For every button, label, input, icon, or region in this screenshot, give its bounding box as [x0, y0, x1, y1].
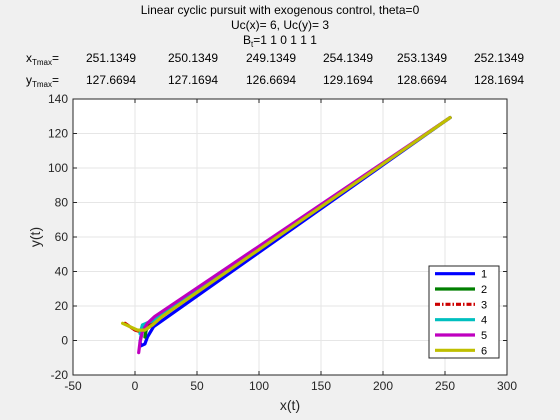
xtmax-label: xTmax= — [26, 51, 60, 67]
xtmax-value: 251.1349 — [86, 51, 137, 65]
x-tick-label: 150 — [311, 379, 331, 393]
y-tick-label: -20 — [51, 368, 69, 382]
x-axis-label: x(t) — [280, 397, 300, 413]
series-6-line — [120, 115, 452, 332]
x-tick-label: 100 — [249, 379, 269, 393]
series-5-line — [137, 115, 452, 355]
y-tick-label: 100 — [48, 161, 68, 175]
ytmax-value: 129.1694 — [323, 73, 374, 87]
y-axis-label: y(t) — [27, 227, 43, 247]
chart-title: Linear cyclic pursuit with exogenous con… — [140, 3, 420, 17]
control-subtitle: Uc(x)= 6, Uc(y)= 3 — [230, 18, 329, 32]
xtmax-value: 253.1349 — [397, 51, 448, 65]
y-tick-label: 120 — [48, 127, 68, 141]
ytmax-value: 127.1694 — [168, 73, 219, 87]
x-tick-label: 200 — [373, 379, 393, 393]
xtmax-value: 252.1349 — [474, 51, 525, 65]
legend-label: 6 — [481, 345, 487, 357]
ytmax-value: 126.6694 — [246, 73, 297, 87]
x-tick-label: -50 — [64, 379, 82, 393]
title-block: Linear cyclic pursuit with exogenous con… — [0, 3, 560, 52]
y-tick-label: 40 — [55, 265, 69, 279]
xtmax-value: 250.1349 — [168, 51, 219, 65]
legend-label: 3 — [481, 299, 487, 311]
y-tick-label: 80 — [55, 196, 69, 210]
legend-label: 4 — [481, 315, 487, 327]
legend-box — [428, 265, 500, 359]
legend-label: 5 — [481, 330, 487, 342]
y-tick-label: 60 — [55, 230, 69, 244]
xtmax-value: 254.1349 — [323, 51, 374, 65]
legend-label: 2 — [481, 284, 487, 296]
y-tick-label: 0 — [61, 334, 68, 348]
ytmax-label: yTmax= — [26, 73, 60, 89]
x-tick-label: 250 — [435, 379, 455, 393]
legend-label: 1 — [481, 269, 487, 281]
ytmax-value: 127.6694 — [86, 73, 137, 87]
y-tick-label: 140 — [48, 92, 68, 106]
xtmax-value: 249.1349 — [246, 51, 297, 65]
xtmax-row: xTmax= 251.1349 250.1349 249.1349 254.13… — [0, 51, 560, 67]
x-tick-label: 0 — [132, 379, 139, 393]
x-tick-label: 300 — [497, 379, 517, 393]
ytmax-value: 128.1694 — [474, 73, 525, 87]
ytmax-value: 128.6694 — [397, 73, 448, 87]
y-tick-label: 20 — [55, 299, 69, 313]
bt-subtitle: Bt=1 1 0 1 1 1 — [243, 33, 317, 49]
ytmax-row: yTmax= 127.6694 127.1694 126.6694 129.16… — [0, 73, 560, 89]
x-tick-label: 50 — [190, 379, 204, 393]
